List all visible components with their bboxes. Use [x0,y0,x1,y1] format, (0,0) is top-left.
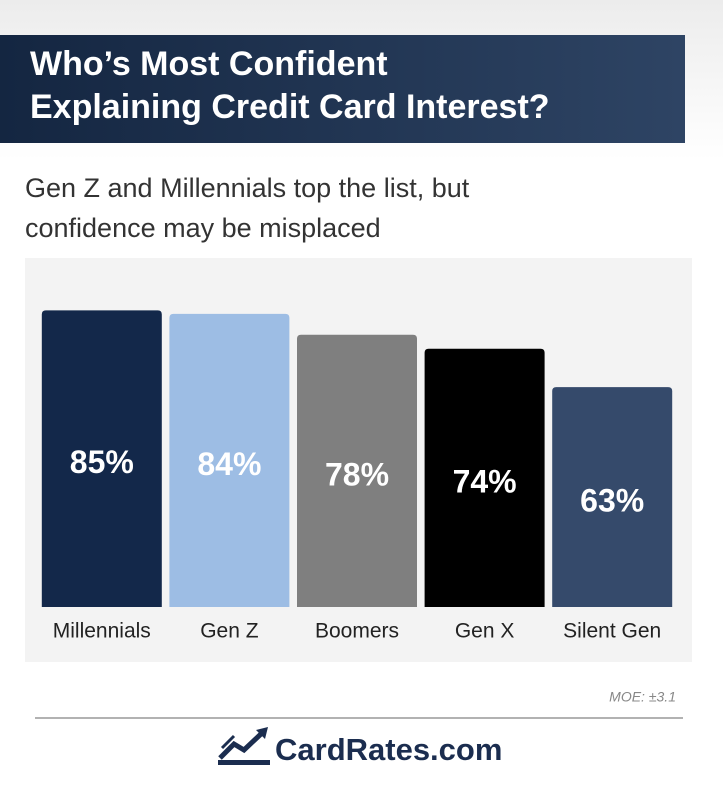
bar [424,348,545,607]
x-tick-label: Boomers [315,620,399,643]
subtitle-line: confidence may be misplaced [25,213,381,243]
plot-area: 85% Millennials 84% Gen Z 78% Boomers 74% Gen X… [41,310,673,643]
value-label: 63% [580,483,644,519]
bar [169,313,290,607]
brand: CardRates.com [275,732,502,767]
x-tick-label: Gen Z [200,620,259,643]
x-tick-label: Gen X [455,620,515,643]
value-label: 74% [453,463,517,499]
logo-icon [218,727,270,765]
x-tick-label: Silent Gen [563,620,661,643]
bar [41,310,162,607]
title-banner [0,35,685,143]
title-line: Explaining Credit Card Interest? [30,88,550,126]
x-tick-label: Millennials [53,620,151,643]
bar [552,387,673,607]
value-label: 85% [70,444,134,480]
value-label: 84% [197,446,261,482]
value-label: 78% [325,456,389,492]
bar [297,334,417,607]
subtitle-line: Gen Z and Millennials top the list, but [25,173,470,203]
note: MOE: ±3.1 [609,689,676,705]
title-line: Who’s Most Confident [30,45,388,83]
